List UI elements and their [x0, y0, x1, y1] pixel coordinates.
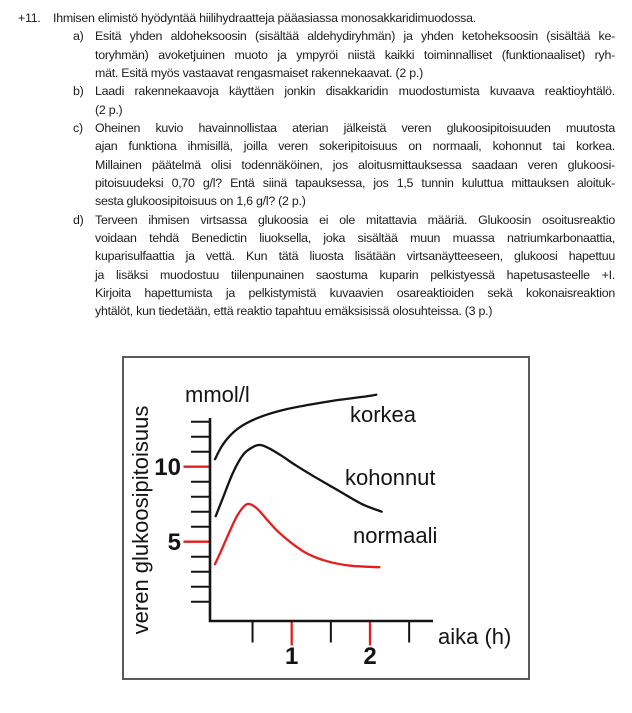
exam-question: +11. Ihmisen elimistö hyödyntää hiilihyd… — [18, 9, 615, 321]
curve-label-normaali: normaali — [353, 523, 437, 548]
y-axis-label: veren glukoosipitoisuus — [128, 406, 153, 635]
curve-label-kohonnut: kohonnut — [345, 465, 436, 490]
x-tick-label-2: 2 — [363, 643, 376, 670]
text-line: Esitä yhden aldoheksoosin (sisältää alde… — [95, 29, 615, 44]
question-part-d: d) Terveen ihmisen virtsassa glukoosia e… — [73, 211, 615, 321]
curve-korkea — [213, 393, 378, 461]
question-part-b: b) Laadi rakennekaavoja käyttäen jonkin … — [73, 82, 615, 119]
text-line: kuparisulfaattia ja vettä. Kun tätä liuo… — [95, 249, 615, 264]
y-tick-label-10: 10 — [154, 454, 181, 481]
text-line: toryhmän) avoketjuinen muoto ja ympyröi … — [95, 47, 615, 62]
question-number: +11. — [18, 11, 41, 25]
part-marker: a) — [73, 29, 84, 44]
x-axis-label: aika (h) — [438, 624, 511, 649]
question-part-c: c) Oheinen kuvio havainnollistaa aterian… — [73, 119, 615, 211]
text-line: sesta glukoosipitoisuus on 1,6 g/l? (2 p… — [95, 194, 306, 209]
question-intro-row: +11. Ihmisen elimistö hyödyntää hiilihyd… — [18, 9, 615, 27]
curves — [213, 393, 383, 569]
part-marker: b) — [73, 84, 84, 99]
y-tick-label-5: 5 — [168, 529, 181, 556]
curve-label-korkea: korkea — [350, 402, 417, 427]
text-line: Kirjoita hapettumista ja pelkistymistä k… — [95, 285, 615, 300]
text-line: ja lisäksi muodostuu tiilenpunainen saos… — [95, 267, 615, 282]
part-marker: c) — [73, 120, 83, 135]
text-line: ajan funktiona ihmisillä, joilla veren s… — [95, 139, 615, 154]
text-line: mät. Esitä myös vastaavat rengasmaiset r… — [95, 65, 423, 80]
text-line: pitoisuudeksi 0,70 g/l? Entä siinä tapau… — [95, 175, 615, 190]
text-line: Laadi rakennekaavoja käyttäen jonkin dis… — [95, 84, 615, 99]
text-line: Millainen päätelmä olisi todennäköinen, … — [95, 157, 615, 172]
glucose-chart: mmol/l korkea kohonnut normaali aika (h)… — [122, 356, 530, 680]
question-part-a: a) Esitä yhden aldoheksoosin (sisältää a… — [73, 27, 615, 82]
x-tick-label-1: 1 — [285, 643, 298, 670]
glucose-figure: mmol/l korkea kohonnut normaali aika (h)… — [122, 356, 530, 680]
curve-normaali — [213, 502, 381, 569]
curve-kohonnut — [214, 443, 383, 518]
text-line: voidaan tehdä Benedictin liuoksella, jok… — [95, 230, 615, 245]
part-marker: d) — [73, 212, 84, 227]
text-line: Ihmisen elimistö hyödyntää hiilihydraatt… — [53, 11, 476, 25]
axes — [208, 418, 433, 623]
unit-label: mmol/l — [185, 382, 250, 407]
text-line: yhtälöt, kun tiedetään, että reaktio tap… — [95, 304, 493, 319]
figure-frame — [122, 356, 530, 680]
text-line: Oheinen kuvio havainnollistaa aterian jä… — [95, 120, 615, 135]
text-line: (2 p.) — [95, 102, 123, 117]
text-line: Terveen ihmisen virtsassa glukoosia ei o… — [95, 212, 615, 227]
axis-ticks — [183, 420, 411, 646]
